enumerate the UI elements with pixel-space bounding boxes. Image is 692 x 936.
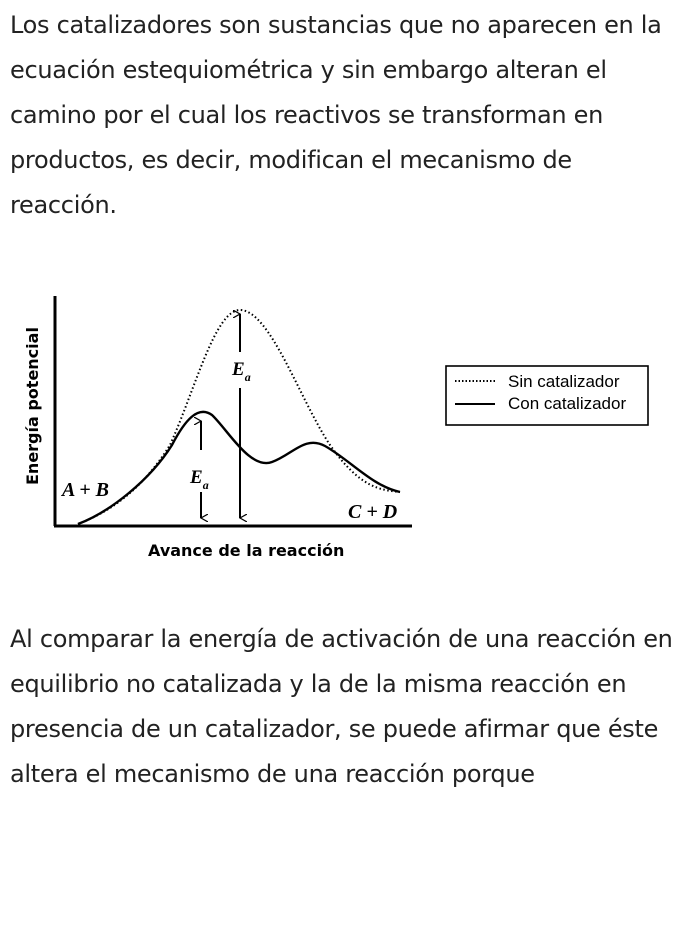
intro-paragraph: Los catalizadores son sustancias que no …: [10, 11, 662, 219]
ea-uncatalyzed-label: Ea: [231, 359, 251, 384]
legend-uncatalyzed-label: Sin catalizador: [508, 372, 620, 391]
legend: Sin catalizador Con catalizador: [445, 365, 649, 426]
reactants-label: A + B: [60, 479, 109, 501]
legend-catalyzed-label: Con catalizador: [508, 394, 626, 413]
y-axis-label: Energía potencial: [23, 327, 42, 485]
question-paragraph: Al comparar la energía de activación de …: [10, 625, 673, 788]
x-axis-label: Avance de la reacción: [148, 541, 344, 560]
products-label: C + D: [348, 501, 397, 523]
catalyzed-curve: [77, 410, 401, 526]
energy-profile-diagram: Ea Ea A + B C + D Energía potencial Avan…: [23, 296, 649, 560]
ea-catalyzed-label: Ea: [189, 467, 209, 492]
